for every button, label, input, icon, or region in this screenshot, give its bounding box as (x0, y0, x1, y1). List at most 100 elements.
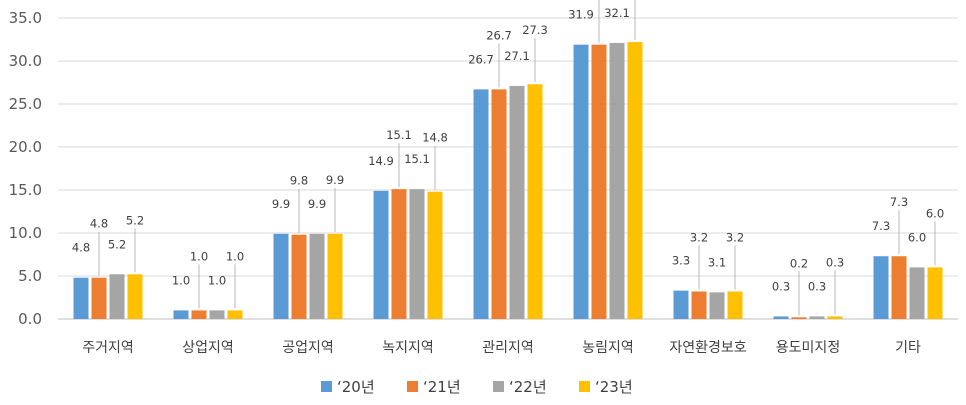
bar (327, 233, 343, 319)
x-axis-categories: 주거지역 상업지역 공업지역 녹지지역 관리지역 농림지역 자연환경보호 용도미지정 기타 (82, 340, 921, 356)
bar (691, 291, 707, 319)
data-label: 1.0 (172, 273, 190, 287)
bar (673, 290, 689, 319)
x-category-label: 공업지역 (282, 340, 334, 356)
bar (909, 267, 925, 319)
bar (927, 267, 943, 319)
bar (273, 233, 289, 319)
bar (573, 44, 589, 319)
data-label: 9.9 (326, 173, 344, 187)
data-label: 4.8 (90, 217, 108, 231)
legend-label: ‘22년 (509, 378, 547, 396)
y-tick-label: 30.0 (9, 52, 42, 70)
bar (91, 277, 107, 319)
bar (591, 44, 607, 319)
data-label: 7.3 (890, 195, 908, 209)
bar (809, 316, 825, 319)
data-label: 6.0 (926, 206, 944, 220)
bar (473, 89, 489, 319)
data-label: 9.8 (290, 174, 308, 188)
data-label: 3.2 (726, 230, 744, 244)
legend: ‘20년 ‘21년 ‘22년 ‘23년 (321, 378, 633, 396)
bar (373, 190, 389, 319)
legend-swatch (579, 381, 590, 392)
data-labels: 4.84.85.25.21.01.01.01.09.99.89.99.914.9… (72, 6, 944, 293)
data-label: 3.2 (690, 230, 708, 244)
data-label: 3.1 (708, 255, 726, 269)
data-label: 15.1 (404, 152, 430, 166)
y-tick-label: 10.0 (9, 224, 42, 242)
bar (791, 317, 807, 319)
bar (309, 233, 325, 319)
x-category-label: 녹지지역 (382, 340, 434, 356)
data-label: 1.0 (226, 249, 244, 263)
bar (873, 256, 889, 319)
bar (709, 292, 725, 319)
data-label: 14.9 (368, 154, 394, 168)
data-label-leaders (98, 0, 936, 316)
bar (173, 310, 189, 319)
bar (891, 256, 907, 319)
data-label: 27.1 (504, 49, 530, 63)
x-category-label: 기타 (895, 340, 921, 356)
bar (191, 310, 207, 319)
data-label: 3.3 (672, 254, 690, 268)
data-label: 31.9 (568, 8, 594, 22)
data-label: 0.3 (826, 255, 844, 269)
bar (227, 310, 243, 319)
legend-swatch (321, 381, 332, 392)
data-label: 26.7 (486, 28, 512, 42)
x-category-label: 용도미지정 (776, 340, 840, 356)
y-tick-label: 20.0 (9, 138, 42, 156)
data-label: 32.1 (604, 6, 630, 20)
bar (73, 277, 89, 319)
legend-label: ‘21년 (423, 378, 461, 396)
x-category-label: 자연환경보호 (669, 340, 746, 356)
bars (73, 42, 943, 320)
legend-label: ‘23년 (595, 378, 633, 396)
y-tick-label: 25.0 (9, 95, 42, 113)
bar (609, 42, 625, 319)
x-category-label: 관리지역 (482, 340, 534, 356)
data-label: 0.3 (808, 279, 826, 293)
data-label: 7.3 (872, 219, 890, 233)
bar (491, 89, 507, 319)
bar (827, 316, 843, 319)
y-tick-label: 5.0 (18, 267, 42, 285)
data-label: 26.7 (468, 52, 494, 66)
legend-swatch (493, 381, 504, 392)
data-label: 4.8 (72, 241, 90, 255)
y-tick-label: 35.0 (9, 9, 42, 27)
legend-swatch (407, 381, 418, 392)
bar (391, 189, 407, 319)
bar (109, 274, 125, 319)
data-label: 0.3 (772, 279, 790, 293)
y-tick-label: 15.0 (9, 181, 42, 199)
bar (527, 84, 543, 319)
y-axis-ticks: 0.0 5.0 10.0 15.0 20.0 25.0 30.0 35.0 (9, 9, 42, 328)
data-label: 1.0 (208, 273, 226, 287)
data-label: 5.2 (108, 237, 126, 251)
x-category-label: 상업지역 (182, 340, 234, 356)
data-label: 1.0 (190, 249, 208, 263)
gridlines (58, 17, 958, 320)
data-label: 9.9 (272, 197, 290, 211)
data-label: 15.1 (386, 128, 412, 142)
bar (209, 310, 225, 319)
legend-label: ‘20년 (337, 378, 375, 396)
bar (409, 189, 425, 319)
data-label: 27.3 (522, 23, 548, 37)
bar (727, 291, 743, 319)
data-label: 6.0 (908, 230, 926, 244)
data-label: 9.9 (308, 197, 326, 211)
bar (291, 234, 307, 319)
data-label: 5.2 (126, 213, 144, 227)
y-tick-label: 0.0 (18, 310, 42, 328)
bar (509, 85, 525, 319)
bar (627, 42, 643, 320)
bar (773, 316, 789, 319)
data-label: 0.2 (790, 256, 808, 270)
x-category-label: 주거지역 (82, 340, 134, 356)
x-category-label: 농림지역 (582, 340, 634, 356)
